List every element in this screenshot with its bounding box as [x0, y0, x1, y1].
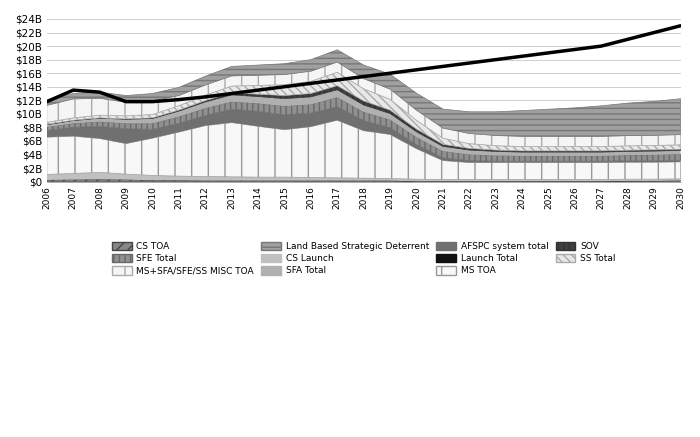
- Legend: CS TOA, SFE Total, MS+SFA/SFE/SS MISC TOA, Land Based Strategic Deterrent, CS La: CS TOA, SFE Total, MS+SFA/SFE/SS MISC TO…: [108, 238, 619, 279]
